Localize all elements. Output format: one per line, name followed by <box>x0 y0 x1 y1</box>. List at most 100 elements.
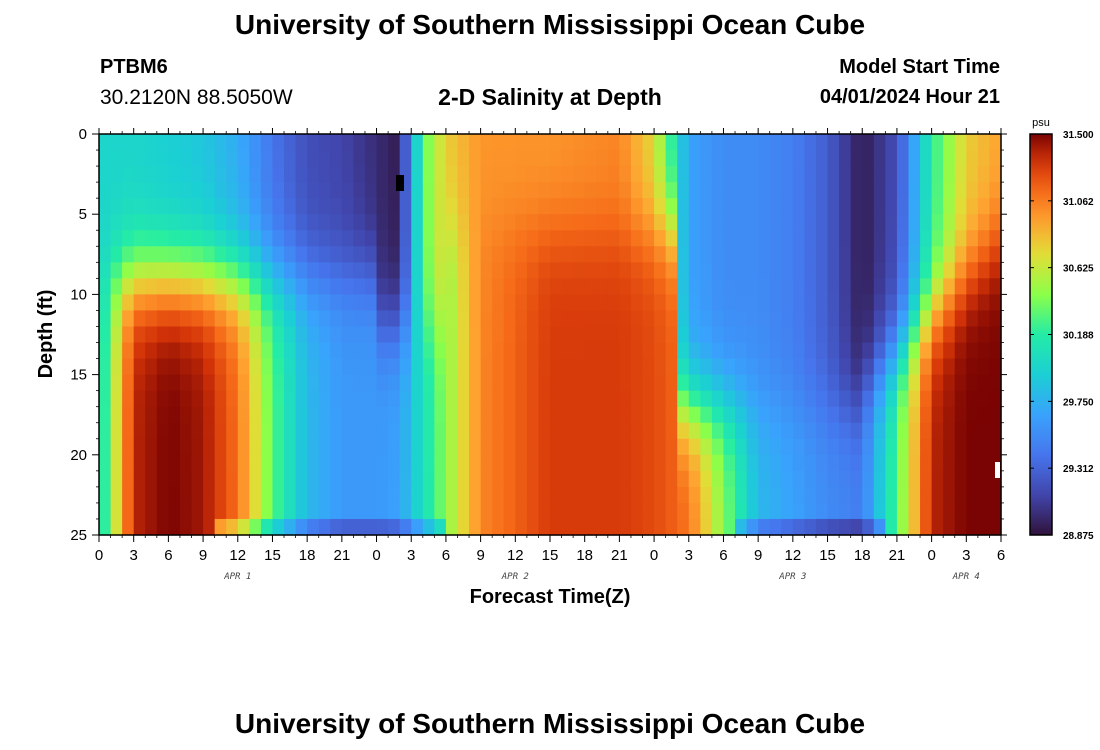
heatmap-cell <box>769 230 782 247</box>
heatmap-cell <box>99 422 112 440</box>
heatmap-cell <box>735 454 748 472</box>
heatmap-cell <box>411 214 424 231</box>
heatmap-cell <box>203 454 216 472</box>
heatmap-cell <box>550 262 563 279</box>
heatmap-cell <box>850 358 863 376</box>
heatmap-cell <box>515 422 528 440</box>
heatmap-cell <box>850 374 863 392</box>
heatmap-cell <box>457 262 470 279</box>
heatmap-cell <box>896 470 910 488</box>
heatmap-cell <box>977 454 991 472</box>
heatmap-cell <box>364 358 378 376</box>
heatmap-cell <box>815 406 829 424</box>
heatmap-cell <box>792 214 806 231</box>
heatmap-cell <box>804 294 817 312</box>
heatmap-cell <box>226 262 239 279</box>
heatmap-cell <box>989 406 1002 424</box>
heatmap-cell <box>815 134 829 151</box>
heatmap-cell <box>226 454 239 472</box>
heatmap-cell <box>203 230 216 247</box>
heatmap-cell <box>561 390 574 408</box>
heatmap-cell <box>630 230 644 247</box>
heatmap-cell <box>862 374 875 392</box>
heatmap-cell <box>573 390 586 408</box>
heatmap-cell <box>307 150 320 167</box>
heatmap-cell <box>145 262 158 279</box>
heatmap-cell <box>434 454 447 472</box>
heatmap-cell <box>364 294 378 312</box>
heatmap-cell <box>989 486 1002 504</box>
heatmap-cell <box>457 166 470 183</box>
heatmap-cell <box>469 134 482 151</box>
heatmap-cell <box>469 342 482 360</box>
heatmap-cell <box>388 150 401 167</box>
heatmap-cell <box>954 486 967 504</box>
heatmap-cell <box>943 358 956 376</box>
heatmap-cell <box>457 278 470 295</box>
heatmap-cell <box>908 406 921 424</box>
heatmap-cell <box>885 310 898 328</box>
heatmap-cell <box>492 374 505 392</box>
heatmap-cell <box>492 166 505 183</box>
heatmap-cell <box>99 486 112 504</box>
heatmap-cell <box>758 390 771 408</box>
heatmap-cell <box>237 438 250 456</box>
heatmap-cell <box>839 182 852 199</box>
heatmap-cell <box>353 358 366 376</box>
heatmap-cell <box>781 438 794 456</box>
day-label: APR 2 <box>501 572 529 582</box>
heatmap-cell <box>364 246 378 263</box>
heatmap-cell <box>619 310 632 328</box>
heatmap-cell <box>388 518 401 536</box>
heatmap-cell <box>827 198 840 215</box>
heatmap-cell <box>815 502 829 520</box>
heatmap-cell <box>237 150 250 167</box>
heatmap-cell <box>376 166 389 183</box>
heatmap-cell <box>815 358 829 376</box>
heatmap-cell <box>758 134 771 151</box>
heatmap-cell <box>607 134 620 151</box>
heatmap-cell <box>850 438 863 456</box>
heatmap-cell <box>931 262 944 279</box>
heatmap-cell <box>445 230 459 247</box>
heatmap-cell <box>295 262 308 279</box>
heatmap-cell <box>642 486 655 504</box>
heatmap-cell <box>145 278 158 295</box>
heatmap-cell <box>388 454 401 472</box>
heatmap-cell <box>711 166 725 183</box>
heatmap-cell <box>885 486 898 504</box>
heatmap-cell <box>561 406 574 424</box>
heatmap-cell <box>341 358 355 376</box>
heatmap-cell <box>156 518 169 536</box>
heatmap-cell <box>156 358 169 376</box>
heatmap-cell <box>827 438 840 456</box>
heatmap-cell <box>237 470 250 488</box>
heatmap-cell <box>769 502 782 520</box>
heatmap-cell <box>214 326 227 344</box>
heatmap-cell <box>237 518 250 536</box>
heatmap-cell <box>538 486 551 504</box>
heatmap-cell <box>364 454 378 472</box>
heatmap-cell <box>237 454 250 472</box>
heatmap-cell <box>526 150 540 167</box>
heatmap-cell <box>122 470 135 488</box>
heatmap-cell <box>758 166 771 183</box>
x-tick-label: 3 <box>685 547 693 564</box>
heatmap-cell <box>237 342 250 360</box>
heatmap-cell <box>619 438 632 456</box>
heatmap-cell <box>619 374 632 392</box>
heatmap-cell <box>804 182 817 199</box>
heatmap-cell <box>110 342 123 360</box>
heatmap-cell <box>977 470 991 488</box>
heatmap-cell <box>642 374 655 392</box>
heatmap-cell <box>839 406 852 424</box>
heatmap-cell <box>434 406 447 424</box>
heatmap-cell <box>735 326 748 344</box>
heatmap-cell <box>711 470 725 488</box>
heatmap-cell <box>515 198 528 215</box>
heatmap-cell <box>191 326 204 344</box>
heatmap-cell <box>434 150 447 167</box>
heatmap-cell <box>353 182 366 199</box>
heatmap-cell <box>943 278 956 295</box>
heatmap-cell <box>133 310 146 328</box>
